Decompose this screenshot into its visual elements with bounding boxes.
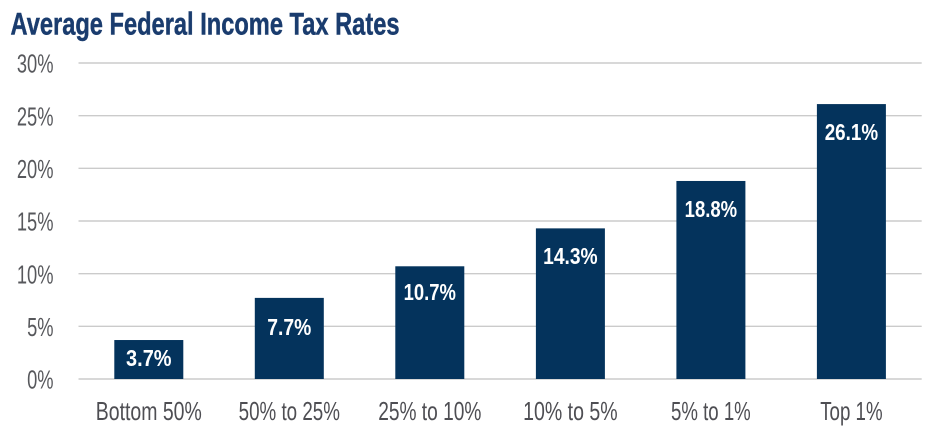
svg-text:14.3%: 14.3% [543,243,598,269]
svg-text:20%: 20% [17,154,54,184]
svg-text:10.7%: 10.7% [404,279,456,305]
svg-text:Bottom 50%: Bottom 50% [96,396,202,426]
svg-text:10% to 5%: 10% to 5% [523,396,618,426]
svg-text:5% to 1%: 5% to 1% [671,396,751,426]
svg-text:25% to 10%: 25% to 10% [378,396,481,426]
svg-text:18.8%: 18.8% [685,196,738,222]
svg-text:15%: 15% [17,207,54,237]
svg-text:0%: 0% [27,365,53,395]
svg-text:25%: 25% [17,101,54,131]
svg-text:10%: 10% [17,259,54,289]
svg-text:26.1%: 26.1% [825,119,878,145]
svg-text:Top 1%: Top 1% [820,396,882,426]
svg-text:Average Federal Income Tax Rat: Average Federal Income Tax Rates [11,7,400,42]
svg-text:7.7%: 7.7% [267,314,311,340]
svg-text:5%: 5% [27,312,53,342]
svg-text:3.7%: 3.7% [126,345,172,371]
svg-text:50% to 25%: 50% to 25% [239,396,340,426]
svg-text:30%: 30% [17,49,54,79]
